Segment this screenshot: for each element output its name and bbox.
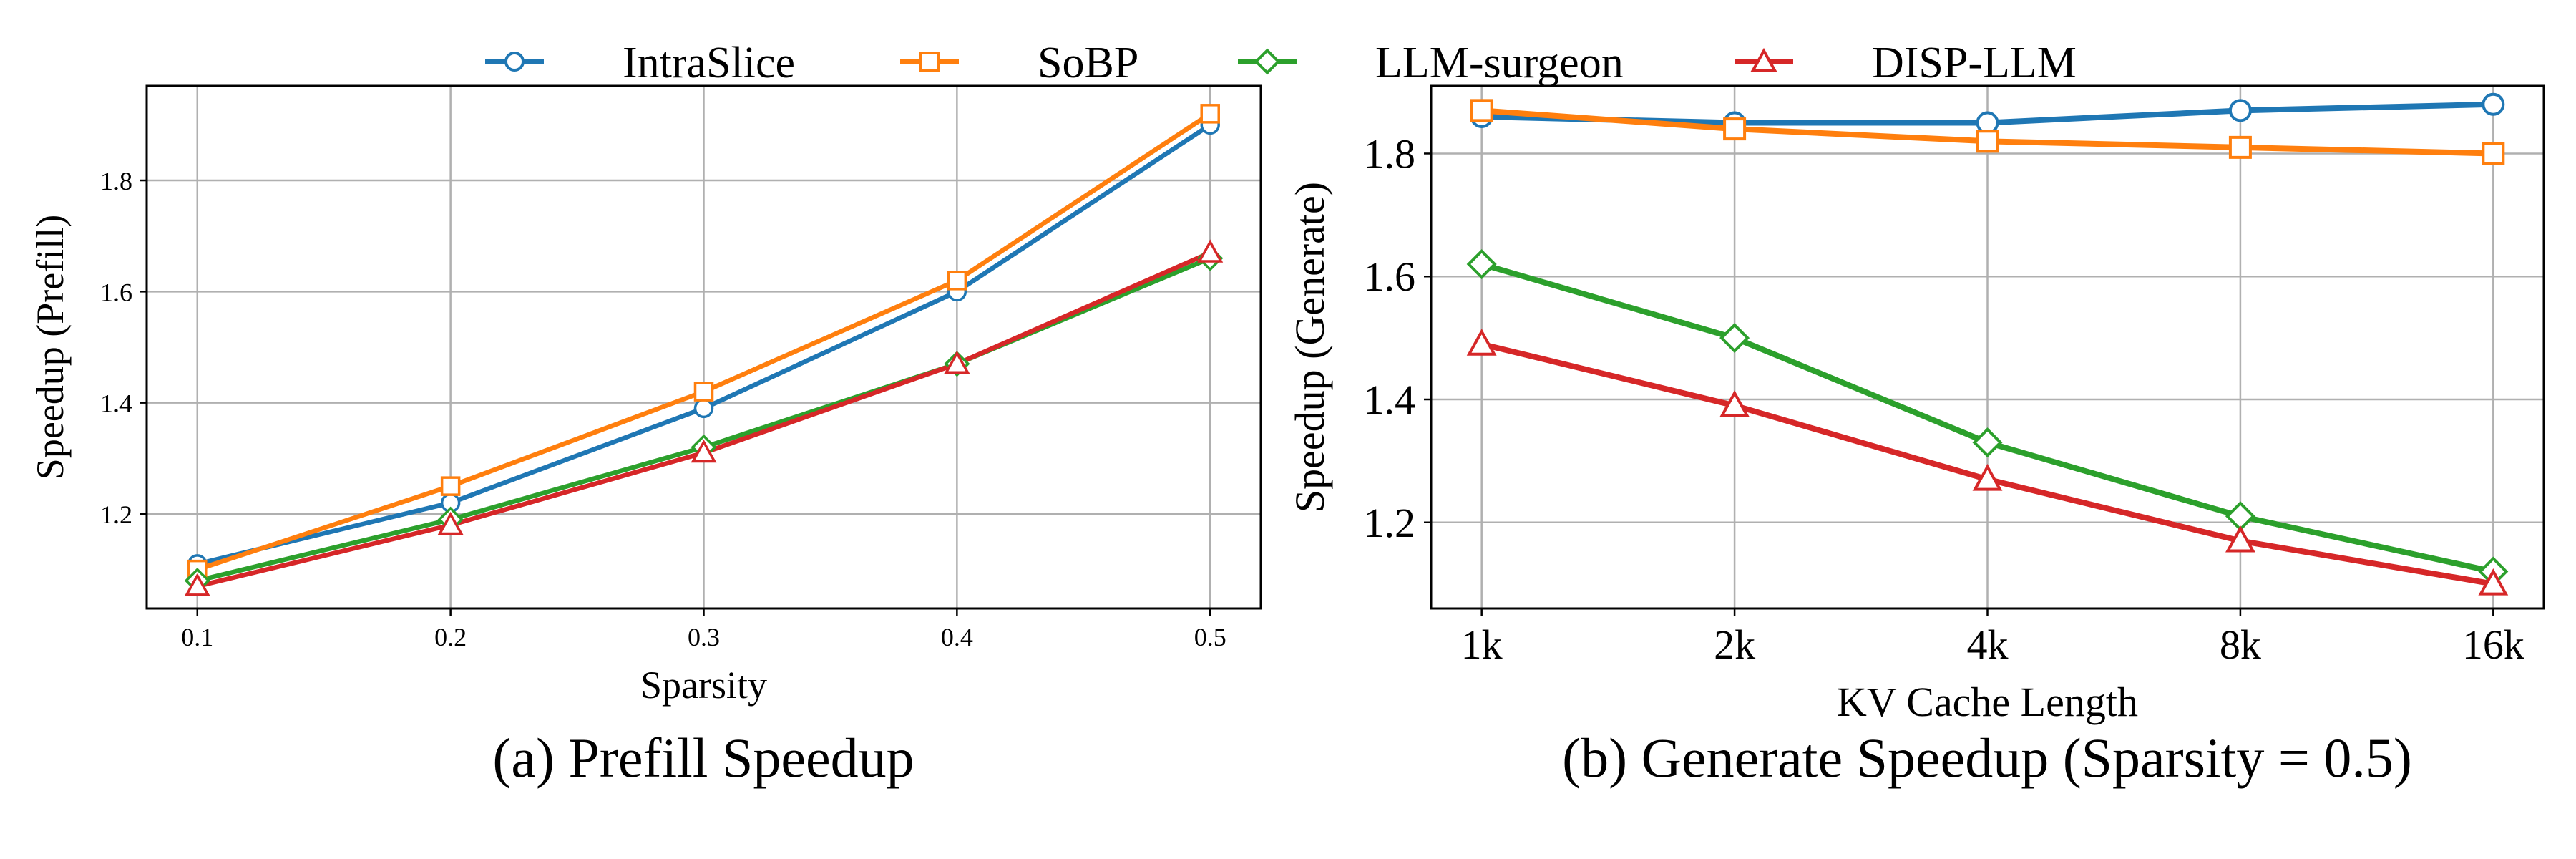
y-tick-label-2: 1.6 — [1364, 253, 1416, 300]
point-llm-surgeon-2 — [1972, 427, 2003, 458]
point-sobp-1 — [440, 476, 461, 496]
point-sobp-1 — [1723, 117, 1747, 141]
series-markers-disp-llm — [184, 239, 1224, 596]
legend-marker-sobp — [919, 52, 940, 72]
point-disp-llm-3 — [944, 350, 970, 374]
point-llm-surgeon-0 — [1466, 249, 1497, 280]
series-markers-disp-llm — [1466, 329, 2509, 596]
y-axis-label: Speedup (Prefill) — [29, 215, 72, 480]
point-sobp-2 — [693, 382, 714, 402]
point-disp-llm-2 — [691, 439, 717, 463]
legend: IntraSlice SoBP LLM-surgeon DISP-LLM — [485, 39, 2077, 87]
panel-generate-speedup: 1k 2k 4k 8k 16k 1.2 1.4 1.6 1.8 KV Cache Length Sp… — [1287, 84, 2545, 789]
x-tick-label-1: 2k — [1714, 621, 1755, 668]
legend-entry-sobp: SoBP — [900, 39, 1138, 87]
legend-marker-disp-llm — [1750, 47, 1777, 72]
x-tick-label-4: 16k — [2462, 621, 2524, 668]
legend-entry-llm-surgeon: LLM-surgeon — [1238, 39, 1624, 87]
x-tick-label-2: 0.3 — [688, 623, 720, 651]
x-axis-label: Sparsity — [640, 664, 767, 707]
y-tick-label-2: 1.6 — [100, 278, 132, 306]
point-llm-surgeon-1 — [1719, 323, 1750, 354]
x-tick-label-3: 8k — [2220, 621, 2261, 668]
x-axis-label: KV Cache Length — [1837, 679, 2138, 725]
x-tick-label-0: 0.1 — [181, 623, 213, 651]
point-intraslice-3 — [2228, 99, 2252, 122]
point-disp-llm-2 — [1972, 464, 2003, 491]
y-tick-label-1: 1.4 — [100, 389, 132, 418]
point-disp-llm-0 — [1466, 329, 1497, 356]
point-sobp-4 — [1200, 104, 1220, 124]
point-disp-llm-1 — [1719, 389, 1750, 417]
x-tick-label-4: 0.5 — [1194, 623, 1226, 651]
point-disp-llm-4 — [1197, 239, 1224, 263]
x-tick-label-2: 4k — [1967, 621, 2009, 668]
panel-prefill-speedup: 0.1 0.2 0.3 0.4 0.5 1.2 1.4 1.6 1.8 Sparsity Speed… — [29, 84, 1262, 789]
panel-caption: (b) Generate Speedup (Sparsity = 0.5) — [1562, 727, 2412, 789]
legend-label-disp-llm: DISP-LLM — [1872, 39, 2077, 87]
y-tick-label-0: 1.2 — [100, 500, 132, 529]
x-tick-label-0: 1k — [1461, 621, 1503, 668]
point-disp-llm-1 — [437, 511, 464, 535]
panel-caption: (a) Prefill Speedup — [492, 727, 914, 789]
legend-label-sobp: SoBP — [1038, 39, 1138, 87]
y-axis-label: Speedup (Generate) — [1287, 182, 1333, 513]
point-disp-llm-3 — [2225, 525, 2255, 553]
legend-entry-disp-llm: DISP-LLM — [1735, 39, 2077, 87]
point-intraslice-4 — [2482, 92, 2505, 116]
legend-label-intraslice: IntraSlice — [623, 39, 795, 87]
legend-entry-intraslice: IntraSlice — [485, 39, 795, 87]
point-disp-llm-4 — [2478, 568, 2509, 596]
legend-marker-llm-surgeon — [1254, 48, 1281, 75]
legend-label-llm-surgeon: LLM-surgeon — [1375, 39, 1624, 87]
y-tick-label-3: 1.8 — [1364, 130, 1416, 177]
point-sobp-3 — [947, 271, 967, 291]
point-sobp-4 — [2482, 142, 2505, 165]
point-sobp-0 — [1470, 99, 1493, 122]
y-tick-label-1: 1.4 — [1364, 377, 1416, 423]
point-intraslice-2 — [693, 398, 714, 419]
point-sobp-3 — [2228, 135, 2252, 159]
series-markers-sobp — [1470, 99, 2505, 165]
x-tick-label-1: 0.2 — [434, 623, 467, 651]
point-disp-llm-0 — [184, 573, 210, 596]
legend-marker-intraslice — [504, 52, 525, 72]
y-tick-label-3: 1.8 — [100, 167, 132, 195]
gridlines — [1431, 86, 2544, 608]
point-sobp-2 — [1976, 130, 1999, 153]
series-markers-sobp — [187, 104, 1220, 580]
x-tick-label-3: 0.4 — [941, 623, 973, 651]
y-tick-label-0: 1.2 — [1364, 500, 1416, 546]
